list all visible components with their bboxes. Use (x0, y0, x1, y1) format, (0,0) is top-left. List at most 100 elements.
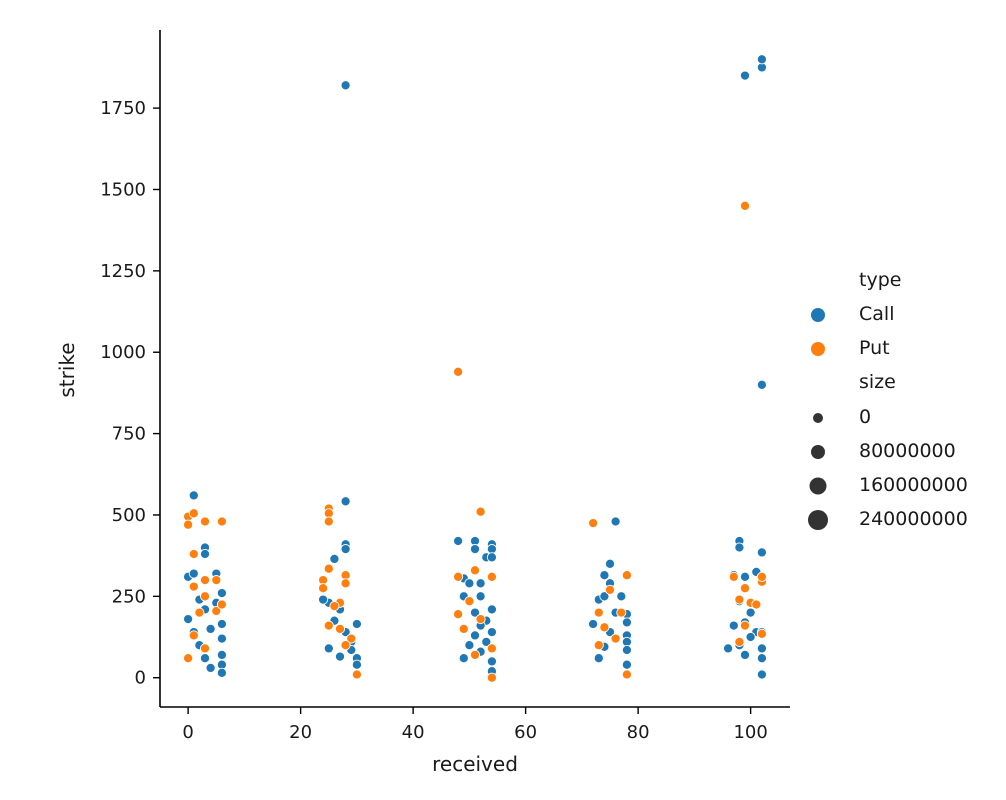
data-point-put (475, 614, 486, 625)
data-point-put (469, 565, 481, 576)
data-point-put (464, 596, 475, 607)
data-point-put (188, 630, 199, 641)
y-tick-label: 1250 (100, 261, 146, 282)
data-point-call (599, 591, 610, 602)
data-point-put (593, 640, 604, 651)
data-point-put (588, 518, 599, 529)
data-point-put (475, 506, 486, 517)
series-call (183, 54, 767, 680)
legend-put-label: Put (859, 337, 890, 359)
data-point-call (216, 618, 227, 630)
data-point-put (188, 581, 199, 592)
data-point-put (188, 548, 199, 560)
data-point-call (739, 571, 751, 582)
data-point-call (604, 558, 616, 569)
data-point-call (486, 627, 497, 638)
data-point-call (199, 548, 211, 560)
data-point-call (481, 636, 492, 647)
y-tick-label: 250 (112, 586, 146, 607)
data-point-put (199, 516, 211, 527)
data-point-call (486, 604, 497, 615)
data-point-call (745, 631, 756, 643)
data-point-call (351, 618, 362, 630)
data-point-call (486, 656, 497, 667)
y-tick-label: 750 (112, 424, 146, 445)
legend-call-label: Call (859, 303, 894, 325)
data-point-put (739, 200, 751, 211)
data-point-call (739, 649, 751, 660)
data-point-call (756, 54, 767, 65)
data-point-call (621, 644, 632, 656)
data-point-put (593, 607, 604, 618)
data-point-put (199, 591, 211, 602)
data-point-call (334, 651, 346, 662)
data-point-put (751, 599, 762, 610)
data-point-put (621, 669, 632, 680)
data-point-put (739, 583, 751, 594)
data-point-call (616, 591, 627, 602)
data-point-put (604, 584, 616, 595)
x-tick-label: 20 (289, 722, 312, 743)
legend-size-label-3: 240000000 (859, 508, 968, 530)
x-axis-label: received (432, 752, 518, 776)
data-point-put (194, 607, 205, 618)
data-point-call (593, 653, 604, 664)
data-point-call (458, 653, 469, 664)
data-point-put (340, 578, 351, 589)
data-point-put (199, 643, 211, 654)
legend-size-title: size (859, 371, 896, 393)
data-point-put (469, 649, 481, 660)
legend-size-label-1: 80000000 (859, 440, 956, 462)
data-point-call (205, 662, 216, 673)
x-tick-label: 0 (182, 722, 193, 743)
data-point-put (616, 607, 627, 618)
data-point-put (318, 583, 329, 594)
data-point-put (183, 653, 194, 664)
legend-put-marker (811, 342, 825, 356)
data-point-call (756, 643, 767, 654)
data-point-call (728, 620, 739, 631)
data-point-call (340, 544, 351, 555)
data-point-put (453, 366, 464, 377)
data-point-put (340, 640, 351, 651)
data-point-call (723, 643, 734, 654)
data-point-call (486, 552, 497, 563)
data-point-call (610, 516, 621, 527)
data-point-call (188, 568, 199, 579)
data-point-call (464, 640, 475, 651)
data-point-call (323, 643, 334, 654)
data-point-put (453, 609, 464, 620)
data-point-put (756, 628, 767, 639)
data-point-put (329, 601, 340, 612)
x-tick-label: 40 (402, 722, 425, 743)
data-point-call (205, 623, 216, 634)
legend-size-marker-2 (809, 477, 827, 495)
data-point-call (216, 588, 227, 599)
x-tick-label: 60 (514, 722, 537, 743)
data-point-call (469, 607, 481, 618)
legend-size-label-2: 160000000 (859, 474, 968, 496)
data-point-put (739, 620, 751, 631)
data-point-put (346, 633, 357, 644)
legend-call-marker (811, 308, 825, 322)
x-tick-label: 100 (733, 722, 767, 743)
data-point-call (469, 630, 481, 641)
data-point-call (621, 617, 632, 628)
data-point-call (475, 578, 486, 589)
legend-size-marker-0 (813, 413, 823, 423)
data-point-put (216, 516, 227, 527)
points-layer (183, 54, 767, 683)
data-point-put (351, 669, 362, 680)
data-point-put (756, 571, 767, 582)
data-point-put (453, 571, 464, 582)
y-tick-label: 1000 (100, 342, 146, 363)
data-point-call (453, 535, 464, 547)
data-point-call (621, 659, 632, 670)
data-point-call (216, 667, 227, 678)
data-point-call (756, 379, 767, 390)
legend-size-marker-3 (808, 510, 828, 530)
data-point-call (216, 649, 227, 660)
data-point-call (183, 614, 194, 625)
data-point-put (199, 575, 211, 586)
